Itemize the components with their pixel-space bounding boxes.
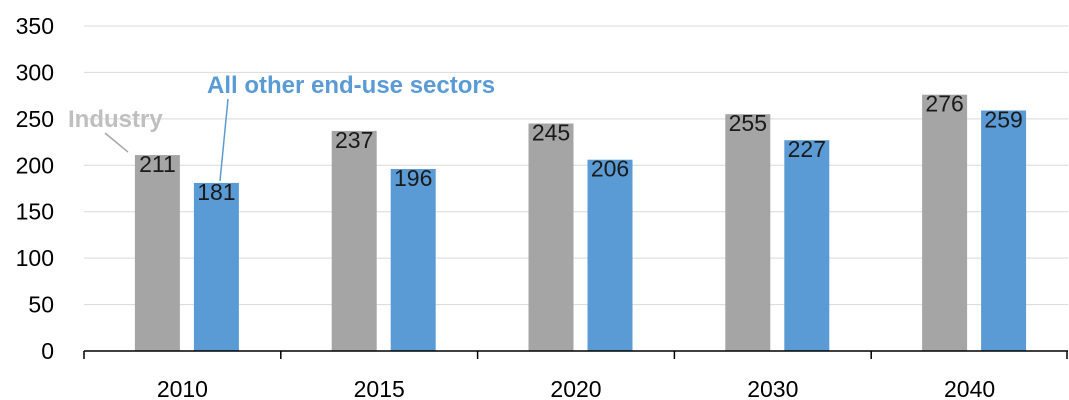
bar-other-sectors — [193, 182, 239, 351]
bar-industry — [725, 114, 771, 351]
data-label: 211 — [139, 151, 176, 177]
industry-callout-leader — [104, 132, 129, 153]
x-tick-label: 2040 — [944, 376, 995, 400]
y-tick-label: 100 — [16, 245, 54, 271]
data-label: 255 — [729, 110, 767, 136]
industry-series-label: Industry — [68, 106, 163, 133]
bar-other-sectors — [784, 140, 830, 351]
bars: 211 237 245 255 276 181 196 206 227 259 — [134, 91, 1027, 351]
x-axis: 2010 2015 2020 2030 2040 — [83, 350, 1068, 400]
bar-industry — [922, 94, 968, 351]
y-tick-label: 50 — [28, 292, 54, 318]
bar-industry — [528, 123, 574, 351]
y-tick-label: 350 — [16, 13, 54, 39]
x-tick-label: 2010 — [157, 376, 208, 400]
data-label: 245 — [532, 120, 570, 146]
data-label: 206 — [591, 156, 629, 182]
data-label: 276 — [925, 91, 963, 117]
bar-industry — [331, 130, 377, 351]
y-tick-label: 250 — [16, 106, 54, 132]
series-callouts: Industry All other end-use sectors — [68, 72, 495, 182]
y-tick-label: 300 — [16, 59, 54, 85]
bar-industry — [134, 155, 180, 351]
data-label: 237 — [335, 127, 373, 153]
y-tick-label: 200 — [16, 152, 54, 178]
data-label: 259 — [984, 107, 1022, 133]
other-sectors-callout-leader — [219, 98, 229, 182]
data-label: 227 — [788, 136, 826, 162]
bar-other-sectors — [390, 169, 436, 351]
y-axis: 0 50 100 150 200 250 300 350 — [16, 13, 54, 364]
x-tick-label: 2015 — [354, 376, 405, 400]
gridlines — [84, 25, 1068, 306]
data-label: 181 — [197, 179, 235, 205]
other-sectors-series-label: All other end-use sectors — [207, 72, 495, 99]
bar-other-sectors — [981, 110, 1027, 351]
data-label: 196 — [394, 165, 432, 191]
bar-other-sectors — [587, 159, 633, 351]
x-tick-label: 2030 — [747, 376, 798, 400]
y-tick-label: 0 — [41, 338, 54, 364]
x-tick-label: 2020 — [550, 376, 601, 400]
y-tick-label: 150 — [16, 199, 54, 225]
